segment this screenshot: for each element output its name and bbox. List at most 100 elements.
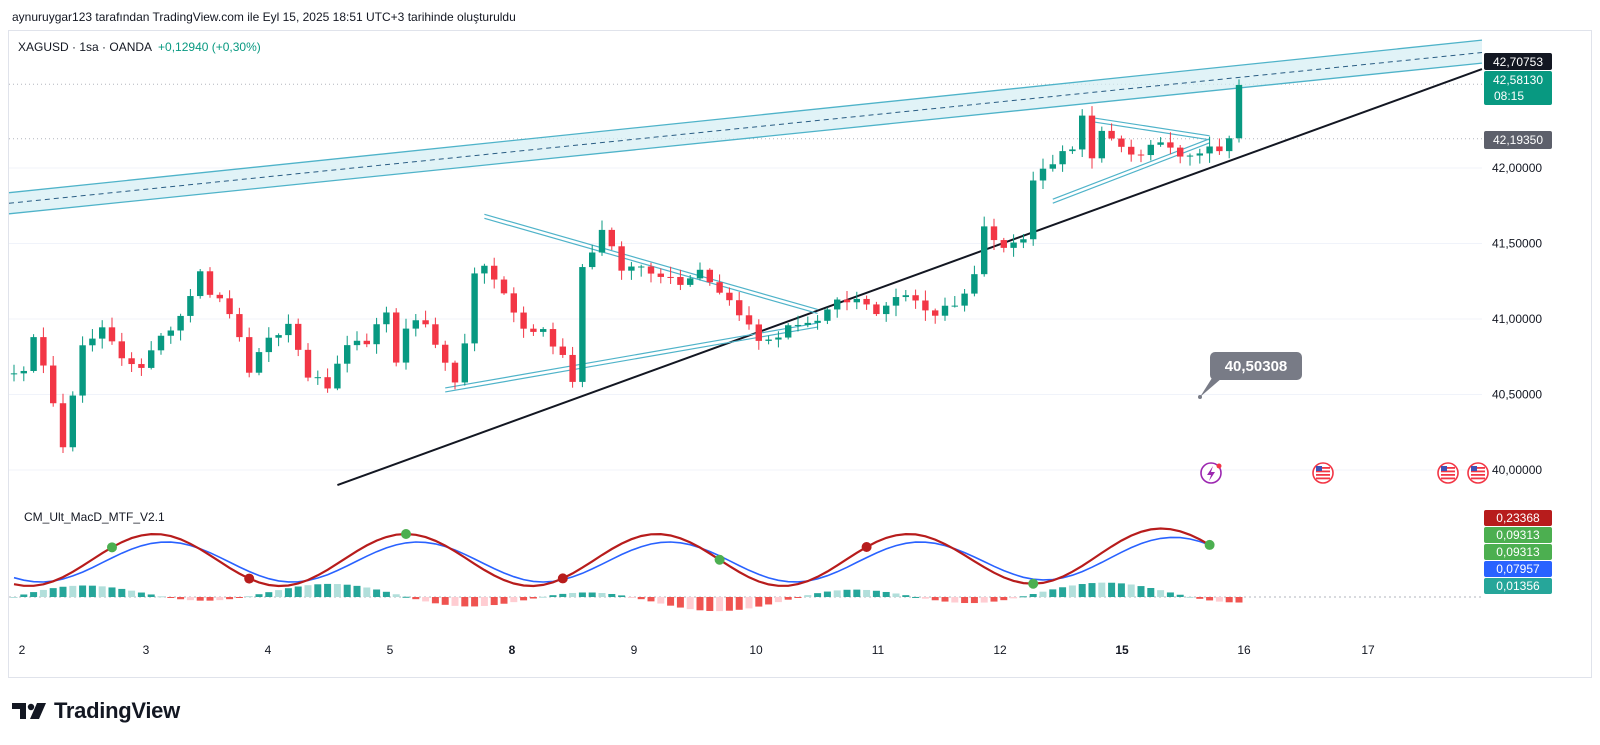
candle [295, 318, 302, 357]
macd-histogram-bar [186, 597, 194, 601]
candle-body [726, 292, 733, 301]
chart-frame [8, 30, 1592, 678]
candle-body [285, 323, 292, 336]
candle-body [1177, 147, 1184, 157]
candle [1235, 79, 1243, 143]
macd-histogram-bar [118, 588, 126, 597]
triangle-1-lower-line [445, 326, 818, 393]
y-tick-label: 40,50000 [1492, 388, 1542, 402]
candle [20, 366, 27, 382]
candle-body [461, 343, 468, 383]
candle [736, 291, 743, 321]
price-labels: 42,70753 42,58130 08:15 42,19350 0,23368 0,09… [1198, 53, 1552, 594]
macd-histogram-bar [1108, 582, 1116, 597]
macd-value-label: 0,07957 [1484, 561, 1552, 577]
macd-cross-dot [107, 542, 117, 553]
candle-body [138, 364, 145, 368]
candle-body [853, 298, 860, 303]
candle-body [1000, 240, 1007, 248]
macd-histogram-bar [343, 584, 351, 597]
candle [1128, 139, 1135, 162]
candle-body [491, 265, 498, 280]
candle-body [167, 330, 174, 336]
candle-body [902, 295, 909, 298]
brand-logo[interactable]: TradingView [12, 698, 180, 724]
price-label-text: 42,70753 [1493, 55, 1543, 69]
candle-body [569, 354, 576, 382]
trend-lines [337, 68, 1483, 487]
x-tick-label: 11 [872, 643, 885, 657]
candle-body [304, 349, 312, 378]
candle [148, 341, 155, 370]
candle-body [148, 350, 155, 368]
event-icons-row [1200, 462, 1489, 484]
macd-histogram-bar [765, 597, 773, 605]
candle [834, 297, 841, 318]
candle-body [1079, 115, 1086, 150]
macd-histogram-bar [784, 597, 792, 600]
candle [442, 340, 449, 371]
candle-body [589, 252, 596, 268]
y-tick-label: 41,50000 [1492, 237, 1542, 251]
candle-body [275, 335, 282, 338]
indicator-title[interactable]: CM_Ult_MacD_MTF_V2.1 [24, 510, 165, 524]
candle-body [500, 279, 508, 294]
macd-histogram-bar [49, 588, 57, 597]
candle-body [755, 324, 762, 341]
macd-histogram-bar [59, 586, 67, 597]
candle [1137, 149, 1145, 163]
candle [853, 291, 860, 310]
candle [1049, 154, 1056, 172]
macd-histogram-bar [206, 597, 214, 601]
macd-histogram-bar [265, 592, 273, 597]
x-tick-label: 4 [265, 643, 272, 657]
candle-body [1157, 142, 1164, 145]
flag-icon-stripe [1316, 474, 1330, 476]
candle [177, 313, 184, 341]
macd-histogram-bar [529, 597, 537, 599]
candle [755, 319, 762, 350]
macd-histogram-bar [931, 597, 939, 601]
candle-body [59, 403, 67, 448]
macd-histogram-bar [706, 597, 714, 611]
candle-body [432, 324, 439, 345]
candle-body [1098, 130, 1105, 159]
candle-body [579, 267, 586, 382]
macd-histogram-bar [647, 597, 655, 602]
macd-histogram-bar [30, 592, 38, 597]
x-tick-label: 15 [1115, 643, 1129, 657]
candle-body [520, 312, 527, 329]
candle [687, 275, 694, 287]
candle [216, 292, 223, 303]
macd-histogram-bar [745, 597, 753, 609]
candle-body [1167, 142, 1174, 148]
candle [79, 336, 86, 403]
candle [863, 295, 870, 310]
macd-histogram-bar [382, 591, 390, 597]
symbol-label[interactable]: XAGUSD · 1sa · OANDA [18, 40, 153, 54]
candle [1196, 148, 1203, 164]
candle [451, 360, 459, 390]
candle-body [608, 229, 615, 247]
candle-body [265, 337, 272, 353]
candle [922, 290, 929, 321]
candle [89, 329, 96, 352]
candle-body [187, 296, 194, 316]
candle [549, 322, 557, 355]
macd-value-label: 0,23368 [1484, 510, 1552, 526]
macd-histogram-bar [1147, 588, 1155, 597]
candle [1098, 126, 1105, 163]
candle-body [1137, 154, 1145, 156]
macd-histogram-bar [1098, 582, 1106, 597]
macd-histogram-bar [520, 597, 528, 601]
macd-histogram-bar [549, 595, 557, 597]
candle [197, 269, 204, 299]
candle [128, 352, 135, 373]
macd-signal-line [13, 536, 1210, 583]
candle-body [1010, 242, 1017, 248]
candle-body [177, 315, 184, 331]
macd-histogram-bar [990, 597, 998, 602]
flag-icon-stripe [1441, 467, 1455, 469]
candle [814, 315, 821, 330]
